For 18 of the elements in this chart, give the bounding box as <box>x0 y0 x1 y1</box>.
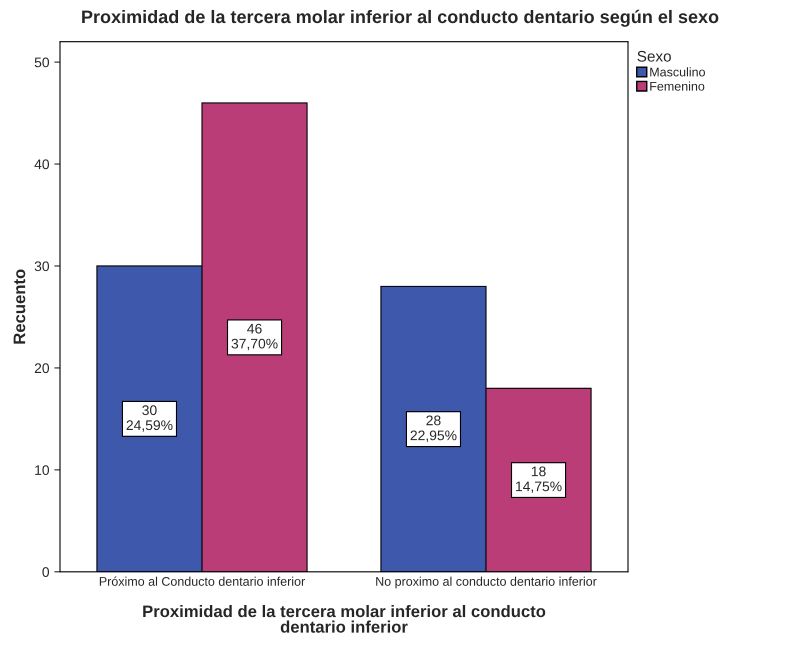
chart-title: Proximidad de la tercera molar inferior al conducto dentario según el sexo <box>82 10 718 27</box>
y-tick-label: 0 <box>42 567 50 577</box>
data-label: 18 14,75% <box>516 466 562 493</box>
legend-label: Femenino <box>650 82 704 91</box>
legend-label: Masculino <box>650 67 705 76</box>
y-tick-label: 20 <box>34 363 50 374</box>
x-tick-label: Próximo al Conducto dentario inferior <box>100 576 305 586</box>
legend-title: Sexo <box>637 50 671 62</box>
y-tick-label: 40 <box>34 159 50 170</box>
data-label: 30 24,59% <box>126 405 173 432</box>
x-tick-label: No proximo al conducto dentario inferior <box>376 576 597 588</box>
y-tick-label: 30 <box>34 261 50 272</box>
data-label: 46 37,70% <box>232 324 278 350</box>
data-label: 28 22,95% <box>410 416 457 442</box>
y-tick-label: 10 <box>35 465 50 476</box>
x-axis-title: Proximidad de la tercera molar inferior al conducto dentario inferior <box>143 604 546 633</box>
y-axis-title: Recuento <box>14 269 26 344</box>
y-tick-label: 50 <box>34 57 50 68</box>
